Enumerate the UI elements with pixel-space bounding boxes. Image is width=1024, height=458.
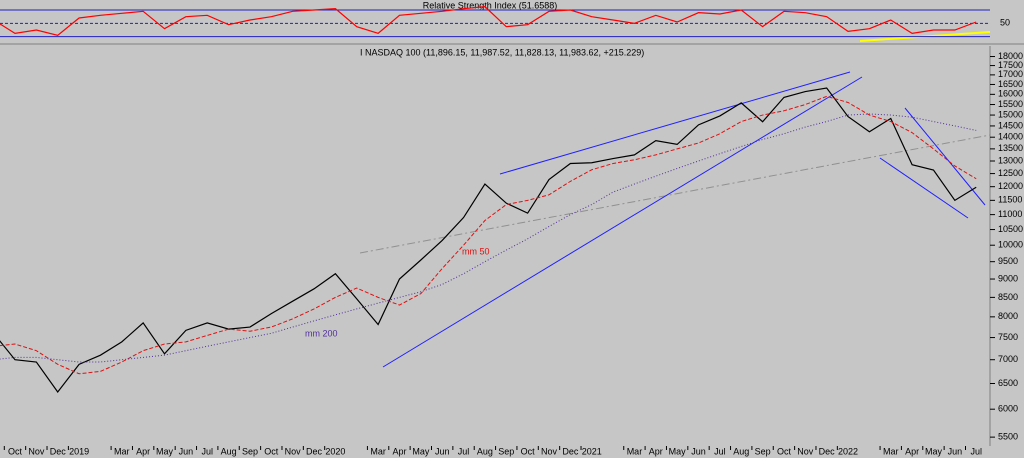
series-line [0,87,977,394]
x-tick-label: 2019 [69,446,89,456]
y-tick-label: 10000 [998,240,1023,250]
x-tick-label: Apr [136,446,150,456]
x-tick-label: Mar [883,446,899,456]
x-tick-label: 2022 [838,446,858,456]
x-tick-label: May [925,446,943,456]
x-tick-label: 2021 [582,446,602,456]
y-tick-label: 17500 [998,60,1023,70]
y-tick-label: 18000 [998,51,1023,61]
x-tick-label: Nov [541,446,558,456]
y-tick-label: 16000 [998,89,1023,99]
x-tick-label: Aug [221,446,237,456]
x-tick-label: Jun [948,446,963,456]
x-tick-label: Nov [28,446,45,456]
y-tick-label: 11000 [998,209,1022,219]
x-tick-label: May [412,446,430,456]
x-tick-label: Dec [819,446,836,456]
y-tick-label: 9500 [998,256,1018,266]
ma200-label: mm 200 [305,328,338,338]
x-tick-label: Dec [562,446,579,456]
series-line [0,6,977,36]
y-tick-label: 13500 [998,143,1023,153]
x-tick-label: Sep [242,446,258,456]
x-tick-label: Nov [797,446,814,456]
x-tick-label: Oct [264,446,279,456]
x-tick-label: Jul [714,446,726,456]
y-tick-label: 14000 [998,132,1023,142]
x-tick-label: Sep [755,446,771,456]
x-tick-label: Apr [392,446,406,456]
y-tick-label: 8500 [998,292,1018,302]
y-tick-label: 7000 [998,354,1018,364]
x-tick-label: Dec [306,446,323,456]
wedge-upper [904,107,986,206]
x-tick-label: Jul [458,446,470,456]
long-trendline [359,134,991,254]
x-tick-label: Jun [435,446,450,456]
y-tick-label: 12000 [998,181,1023,191]
y-tick-label: 12500 [998,168,1023,178]
x-tick-label: Jun [179,446,194,456]
rsi-tick-label: 50 [1000,18,1010,28]
y-tick-label: 10500 [998,224,1023,234]
x-tick-label: Oct [777,446,792,456]
x-tick-label: Aug [477,446,493,456]
ma50-label: mm 50 [462,246,490,256]
y-tick-label: 9000 [998,273,1018,283]
x-tick-label: Mar [114,446,130,456]
x-tick-label: May [669,446,687,456]
x-tick-label: Oct [521,446,536,456]
x-tick-label: Oct [8,446,23,456]
y-tick-label: 5500 [998,431,1018,441]
y-tick-label: 17000 [998,69,1023,79]
x-tick-label: May [156,446,174,456]
x-tick-label: Nov [285,446,302,456]
y-tick-label: 15000 [998,109,1023,119]
price-title: I NASDAQ 100 (11,896.15, 11,987.52, 11,8… [360,47,644,57]
y-tick-label: 8000 [998,311,1018,321]
x-tick-label: Aug [733,446,749,456]
x-tick-label: Apr [649,446,663,456]
support-line [382,76,863,368]
x-tick-label: 2020 [325,446,345,456]
series-line [0,95,977,375]
x-tick-label: Mar [627,446,643,456]
y-tick-label: 15500 [998,99,1023,109]
x-tick-label: Jul [970,446,982,456]
rsi-title: Relative Strength Index (51.6588) [423,0,558,10]
x-tick-label: Apr [905,446,919,456]
x-tick-label: Jun [691,446,706,456]
resistance-line [499,71,851,175]
y-tick-label: 6500 [998,378,1018,388]
x-tick-label: Sep [498,446,514,456]
y-tick-label: 14500 [998,120,1023,130]
y-tick-label: 13000 [998,155,1023,165]
trendlines [382,71,986,368]
wedge-lower [879,157,969,219]
y-tick-label: 11500 [998,195,1022,205]
y-tick-label: 16500 [998,79,1023,89]
x-tick-label: Dec [50,446,67,456]
y-tick-label: 6000 [998,404,1018,414]
x-tick-label: Mar [370,446,386,456]
y-tick-label: 7500 [998,332,1018,342]
x-tick-label: Jul [201,446,213,456]
